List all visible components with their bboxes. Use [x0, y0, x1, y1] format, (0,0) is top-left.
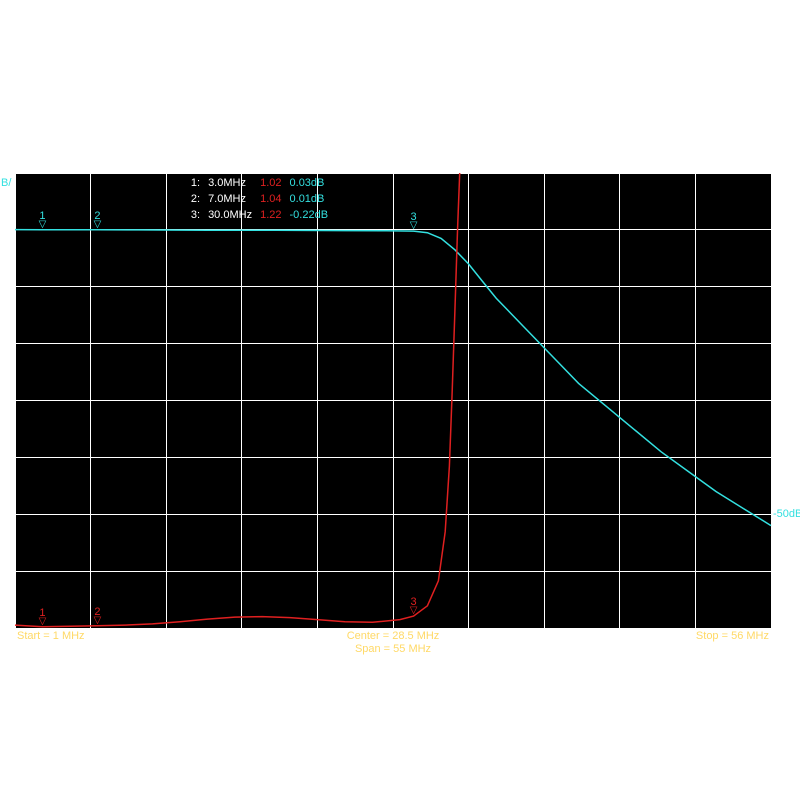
marker-readout: 1:3.0MHz1.020.03dB2:7.0MHz1.040.01dB3:30…	[189, 175, 336, 224]
marker-s21-3: 3▽	[410, 212, 418, 231]
grid-hline	[15, 514, 771, 515]
axis-stop-label: Stop = 56 MHz	[696, 630, 769, 642]
axis-start-label: Start = 1 MHz	[17, 630, 85, 642]
grid-hline	[15, 343, 771, 344]
marker-s21-1: 1▽	[39, 211, 47, 230]
grid-hline	[15, 628, 771, 629]
grid-hline	[15, 457, 771, 458]
axis-span-label: Span = 55 MHz	[355, 643, 431, 655]
marker-vswr-2: 2▽	[94, 607, 102, 626]
marker-vswr-1: 1▽	[39, 608, 47, 627]
axis-center-label: Center = 28.5 MHz	[347, 630, 440, 642]
ref2-label: -50dB	[773, 508, 800, 520]
left-scale-label: B/	[1, 177, 11, 189]
grid-hline	[15, 571, 771, 572]
analyzer-plot: 1▽ 1▽ 2▽ 2▽ 3▽ 3▽ 1:3.0MHz1.020.03dB2:7.0MHz1.…	[15, 173, 771, 628]
marker-vswr-3: 3▽	[410, 597, 418, 616]
grid-hline	[15, 173, 771, 174]
grid-hline	[15, 286, 771, 287]
grid-hline	[15, 400, 771, 401]
grid-hline	[15, 229, 771, 230]
marker-s21-2: 2▽	[94, 211, 102, 230]
